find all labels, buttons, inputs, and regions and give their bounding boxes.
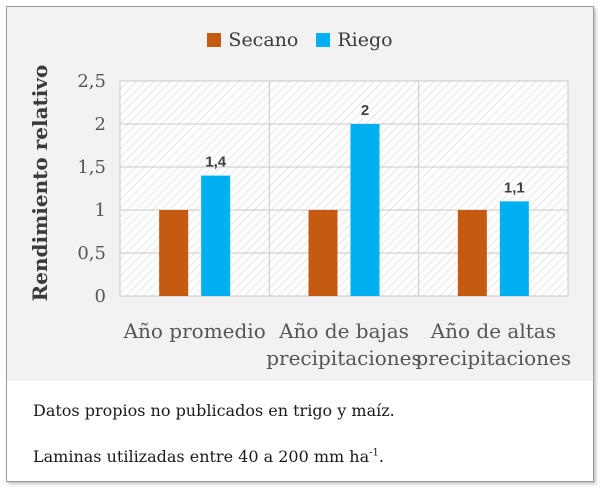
- legend-swatch-secano: [207, 33, 222, 47]
- legend-swatch-riego: [316, 33, 331, 47]
- note-irrigation-exponent: -1: [369, 447, 379, 459]
- note-irrigation-end: .: [378, 447, 384, 466]
- bar-chart: 0 0,5 1 1,5 2 2,5 1,4 Año promedio 2 Año de bajas…: [77, 71, 572, 370]
- note-source: Datos propios no publicados en trigo y m…: [33, 401, 395, 420]
- x-category-label: precipitaciones: [416, 346, 572, 370]
- chart-panel: 0 0,5 1 1,5 2 2,5 1,4 Año promedio 2 Año de bajas…: [7, 7, 593, 381]
- y-tick-label: 2: [95, 114, 106, 135]
- legend-item-riego: Riego: [316, 29, 393, 51]
- bar-secano: [457, 210, 487, 296]
- data-label: 1,1: [504, 179, 525, 196]
- y-axis-label: Rendimiento relativo: [28, 64, 52, 302]
- data-label: 2: [361, 102, 369, 119]
- x-category-label: Año de bajas: [278, 319, 409, 343]
- note-irrigation-text: Laminas utilizadas entre 40 a 200 mm ha: [33, 447, 370, 466]
- y-tick-label: 2,5: [77, 71, 106, 92]
- x-category-label: Año promedio: [123, 319, 266, 343]
- bar-riego: [350, 124, 380, 296]
- data-label: 1,4: [205, 154, 227, 171]
- legend-label-riego: Riego: [337, 29, 393, 51]
- bar-secano: [159, 210, 189, 296]
- legend-label-secano: Secano: [228, 29, 299, 51]
- plot-area: [120, 81, 568, 296]
- y-tick-label: 1,5: [77, 157, 106, 178]
- y-tick-label: 1: [95, 200, 106, 221]
- legend: Secano Riego: [7, 29, 593, 51]
- bar-secano: [308, 210, 338, 296]
- notes-panel: Datos propios no publicados en trigo y m…: [7, 381, 593, 481]
- y-tick-label: 0: [95, 286, 106, 307]
- bar-riego: [499, 201, 529, 296]
- x-category-label: Año de altas: [430, 319, 556, 343]
- x-category-label: precipitaciones: [266, 346, 422, 370]
- legend-item-secano: Secano: [207, 29, 298, 51]
- figure-frame: 0 0,5 1 1,5 2 2,5 1,4 Año promedio 2 Año de bajas…: [6, 6, 594, 482]
- y-tick-label: 0,5: [77, 243, 106, 264]
- note-irrigation: Laminas utilizadas entre 40 a 200 mm ha-…: [33, 447, 384, 466]
- bar-riego: [201, 175, 231, 296]
